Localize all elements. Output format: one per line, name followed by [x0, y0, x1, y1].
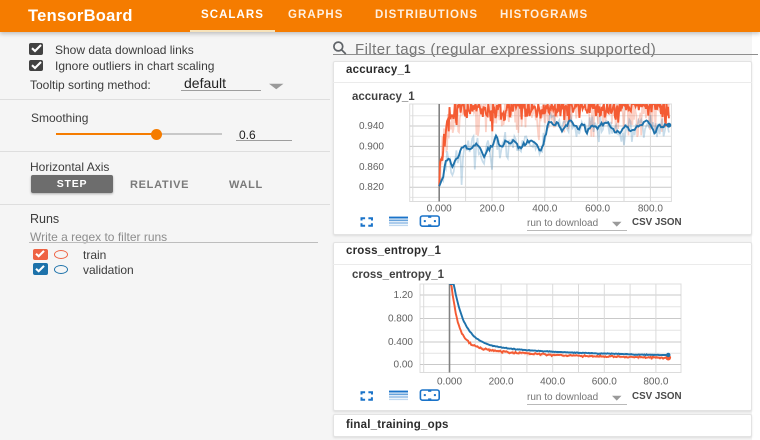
- svg-text:0.000: 0.000: [427, 204, 452, 215]
- svg-text:800.0: 800.0: [638, 204, 663, 215]
- svg-text:0.940: 0.940: [359, 121, 384, 132]
- svg-text:400.0: 400.0: [532, 204, 557, 215]
- svg-text:200.0: 200.0: [479, 204, 504, 215]
- svg-text:0.860: 0.860: [359, 162, 384, 173]
- svg-text:600.0: 600.0: [592, 377, 617, 388]
- svg-text:0.400: 0.400: [388, 337, 413, 348]
- svg-text:0.800: 0.800: [388, 314, 413, 325]
- svg-text:400.0: 400.0: [540, 377, 565, 388]
- svg-text:0.000: 0.000: [437, 377, 462, 388]
- svg-text:600.0: 600.0: [585, 204, 610, 215]
- svg-text:0.900: 0.900: [359, 141, 384, 152]
- svg-text:0.820: 0.820: [359, 182, 384, 193]
- svg-text:1.20: 1.20: [394, 290, 414, 301]
- svg-text:200.0: 200.0: [489, 377, 514, 388]
- svg-text:800.0: 800.0: [643, 377, 668, 388]
- svg-text:0.00: 0.00: [394, 360, 414, 371]
